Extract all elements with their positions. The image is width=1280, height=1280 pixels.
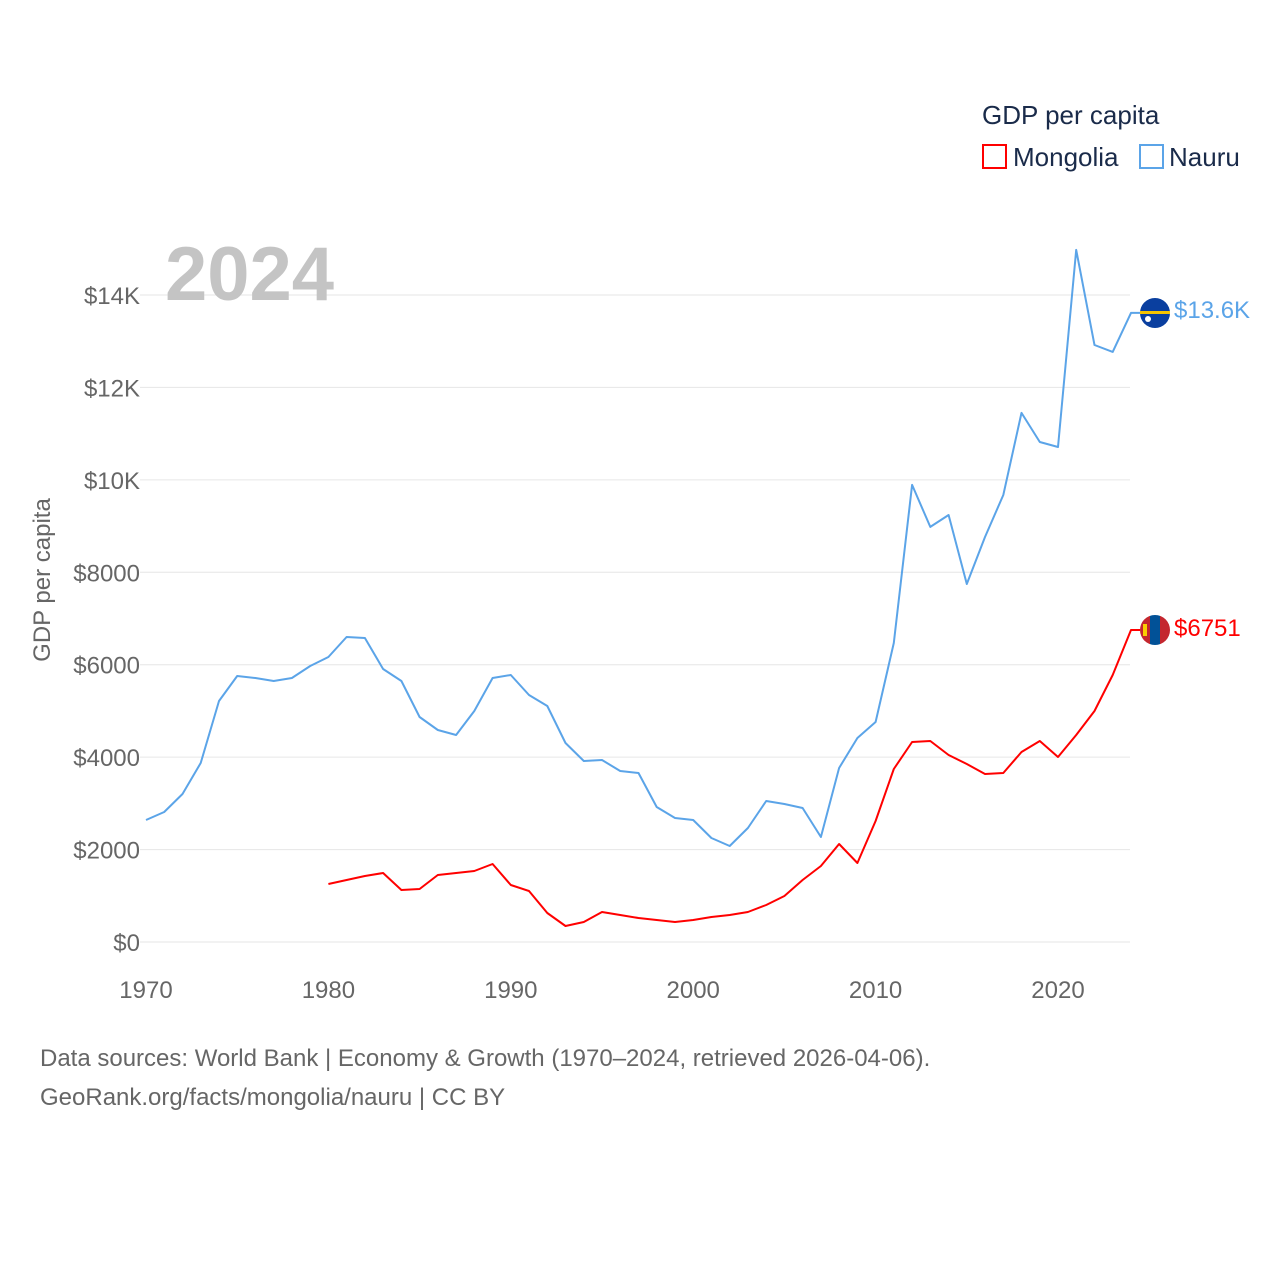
legend-label-nauru[interactable]: Nauru bbox=[1169, 142, 1240, 172]
y-tick-label: $4000 bbox=[73, 745, 140, 772]
x-tick-label: 2010 bbox=[849, 977, 902, 1004]
y-tick-label: $8000 bbox=[73, 560, 140, 587]
y-tick-label: $10K bbox=[84, 468, 140, 495]
legend-label-mongolia[interactable]: Mongolia bbox=[1013, 142, 1119, 172]
x-tick-label: 2020 bbox=[1031, 977, 1084, 1004]
y-tick-label: $12K bbox=[84, 375, 140, 402]
y-tick-label: $0 bbox=[113, 930, 140, 957]
mongolia-end-label: $6751 bbox=[1174, 615, 1241, 642]
nauru-end-label: $13.6K bbox=[1174, 297, 1250, 324]
legend-swatch-mongolia[interactable] bbox=[982, 144, 1007, 169]
y-axis-label: GDP per capita bbox=[29, 498, 56, 662]
x-tick-label: 1970 bbox=[119, 977, 172, 1004]
y-tick-label: $14K bbox=[84, 283, 140, 310]
footer-attribution[interactable]: GeoRank.org/facts/mongolia/nauru | CC BY bbox=[40, 1084, 506, 1111]
legend: GDP per capita Mongolia Nauru bbox=[982, 100, 1240, 172]
nauru-flag-icon bbox=[1140, 298, 1170, 328]
x-tick-label: 1980 bbox=[302, 977, 355, 1004]
year-watermark: 2024 bbox=[165, 232, 334, 317]
series-line-nauru[interactable] bbox=[145, 248, 1140, 847]
y-tick-label: $6000 bbox=[73, 653, 140, 680]
x-tick-label: 1990 bbox=[484, 977, 537, 1004]
series-line-mongolia[interactable] bbox=[328, 629, 1140, 927]
y-tick-label: $2000 bbox=[73, 838, 140, 865]
x-tick-label: 2000 bbox=[667, 977, 720, 1004]
legend-title: GDP per capita bbox=[982, 100, 1160, 130]
legend-swatch-nauru[interactable] bbox=[1139, 144, 1164, 169]
mongolia-flag-icon bbox=[1140, 615, 1170, 645]
footer-sources: Data sources: World Bank | Economy & Gro… bbox=[40, 1045, 931, 1072]
